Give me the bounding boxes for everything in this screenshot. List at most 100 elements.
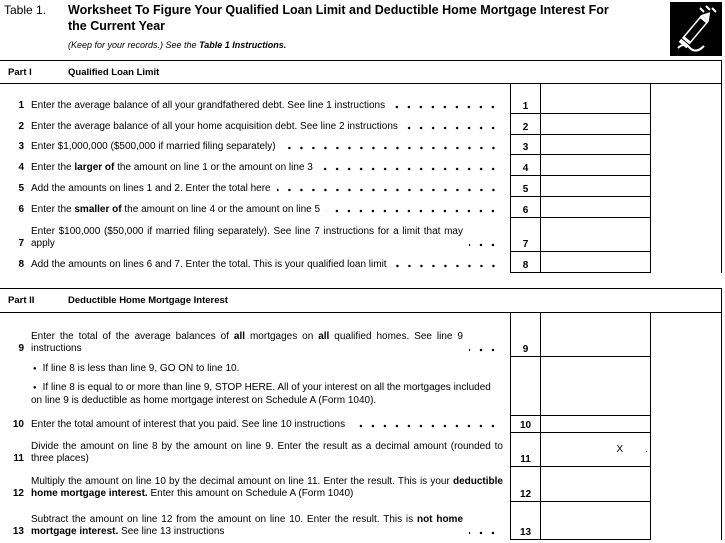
line-number: 3 [18,141,24,152]
text-run: all [318,331,330,342]
extra-column [650,467,722,502]
line-number: 13 [12,526,24,537]
worksheet-line: 6 Enter the smaller of the amount on line… [0,197,722,218]
worksheet-title: Worksheet To Figure Your Qualified Loan … [68,3,609,33]
part-title: Qualified Loan Limit [68,66,160,78]
dot-leader [391,105,499,109]
amount-field [540,114,650,135]
worksheet-line: 4 Enter the larger of the amount on line … [0,155,722,176]
text-run: Multiply the amount on line 10 by the de… [31,476,453,487]
line-box-number: 2 [510,114,540,135]
dot-leader [469,531,499,535]
dot-leader [281,146,499,150]
line-text: Subtract the amount on line 12 from the … [31,514,503,538]
part-label: Part I [8,66,32,78]
line-text: Divide the amount on line 8 by the amoun… [31,441,503,465]
note-bullet: If line 8 is less than line 9, GO ON to … [31,363,503,376]
extra-column [650,114,722,135]
line-box-number [510,357,540,416]
line-box-number: 5 [510,176,540,197]
text-run: (Keep for your records.) See the [68,40,200,50]
line-text-body: Enter the larger of the amount on line 1… [31,162,313,174]
line-text-body: Enter $1,000,000 ($500,000 if married fi… [31,141,276,153]
worksheet-line: 12 Multiply the amount on line 10 by the … [0,467,722,502]
line-text: Enter the smaller of the amount on line … [31,204,503,216]
worksheet-line: 11 Divide the amount on line 8 by the amo… [0,433,722,467]
line-text-body: Enter $100,000 ($50,000 if married filin… [31,226,463,250]
entry-mark: X [616,444,624,455]
dot-leader [318,167,499,171]
worksheet-line: 10 Enter the total amount of interest tha… [0,416,722,433]
line-number: 8 [18,259,24,270]
text-run: qualified homes. See line 9 instructions [31,331,463,354]
line-box-number: 11 [510,433,540,467]
text-run: smaller of [74,204,122,215]
line-text: Multiply the amount on line 10 by the de… [31,476,503,500]
amount-field [540,197,650,218]
line-number: 1 [18,100,24,111]
table-label: Table 1. [4,3,47,17]
worksheet-line: 8 Add the amounts on lines 6 and 7. Enter… [0,252,722,273]
amount-field [540,155,650,176]
worksheet-line: 7 Enter $100,000 ($50,000 if married fili… [0,218,722,252]
part-label: Part II [8,295,35,306]
dot-leader [276,188,499,192]
extra-column [650,218,722,252]
text-run: Enter the [31,204,75,215]
line-box-number: 9 [510,313,540,357]
part-title: Deductible Home Mortgage Interest [68,295,228,306]
text-run: Divide the amount on line 8 by the amoun… [31,441,503,464]
worksheet-line: 13 Subtract the amount on line 12 from th… [0,502,722,540]
text-run: Enter the average balance of all your gr… [31,100,386,111]
line-text-body: Enter the average balance of all your ho… [31,121,398,133]
note-bullet: If line 8 is equal to or more than line … [31,382,503,407]
line-box-number: 10 [510,416,540,433]
text-run: Table 1 Instructions. [199,40,287,50]
text-run: See line 13 instructions [118,526,225,537]
line-text-body: Multiply the amount on line 10 by the de… [31,476,503,500]
text-run: Subtract the amount on line 12 from the … [31,514,417,525]
text-run: Enter this amount on Schedule A (Form 10… [147,488,354,499]
extra-column [650,433,722,467]
amount-field [540,84,650,114]
text-run: Add the amounts on lines 6 and 7. Enter … [31,259,387,270]
amount-field [540,502,650,540]
line-number: 9 [18,343,24,354]
line-text: Enter the total of the average balances … [31,331,503,355]
extra-column [650,155,722,176]
line-box-number: 13 [510,502,540,540]
line-box-number: 8 [510,252,540,273]
part-header: Part II Deductible Home Mortgage Interest [0,288,722,313]
extra-column [650,357,722,416]
amount-field [540,176,650,197]
dot-leader [469,348,499,352]
line-text: Add the amounts on lines 6 and 7. Enter … [31,259,503,271]
line-number: 5 [18,183,24,194]
worksheet-line: 1 Enter the average balance of all your g… [0,84,722,114]
line-number: 12 [12,488,24,499]
text-run: the amount on line 1 or the amount on li… [114,162,313,173]
line-notes: If line 8 is less than line 9, GO ON to … [0,357,722,416]
text-run: Enter the [31,162,75,173]
line-box-number: 1 [510,84,540,114]
text-run: Enter the average balance of all your ho… [31,121,398,132]
line-text-body: Enter the total amount of interest that … [31,419,345,431]
dot-leader [326,209,499,213]
line-box-number: 3 [510,135,540,155]
extra-column [650,502,722,540]
amount-field [540,467,650,502]
line-number: 2 [18,121,24,132]
text-run: Enter the total of the average balances … [31,331,234,342]
line-text: Enter $100,000 ($50,000 if married filin… [31,226,503,250]
text-run: the amount on line 4 or the amount on li… [121,204,321,215]
line-text: Enter $1,000,000 ($500,000 if married fi… [31,141,503,153]
dot-leader [392,264,499,268]
line-text-body: Enter the total of the average balances … [31,331,463,355]
text-run: Enter $1,000,000 ($500,000 if married fi… [31,141,276,152]
line-text: Enter the average balance of all your gr… [31,100,503,112]
worksheet-line: 3 Enter $1,000,000 ($500,000 if married f… [0,135,722,155]
pencil-icon [670,2,722,56]
line-text: Enter the total amount of interest that … [31,419,503,431]
dot-leader [403,126,499,130]
